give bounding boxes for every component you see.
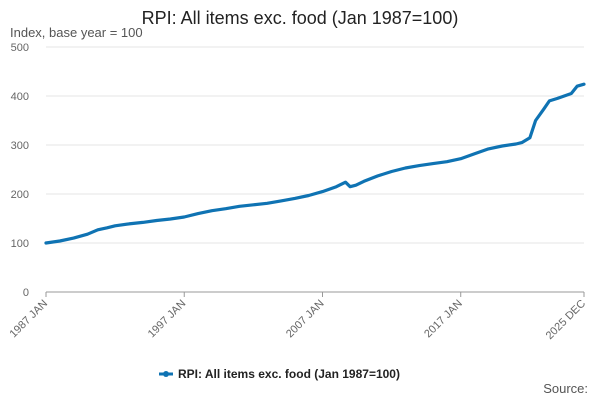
x-tick-label: 2007 JAN <box>284 298 327 341</box>
legend-label[interactable]: RPI: All items exc. food (Jan 1987=100) <box>178 367 400 381</box>
legend[interactable]: RPI: All items exc. food (Jan 1987=100) <box>159 367 400 381</box>
y-tick-label: 200 <box>11 189 29 201</box>
y-axis-label: Index, base year = 100 <box>10 25 143 40</box>
y-axis: 0 100 200 300 400 500 <box>11 42 29 299</box>
x-tick-label: 1987 JAN <box>7 298 50 341</box>
series-line <box>44 82 586 245</box>
x-tick-label: 1997 JAN <box>146 298 189 341</box>
chart-title: RPI: All items exc. food (Jan 1987=100) <box>142 8 459 28</box>
series-layer <box>44 82 586 245</box>
y-tick-label: 0 <box>23 287 29 299</box>
x-axis: 1987 JAN 1997 JAN 2007 JAN 2017 JAN 2025 DEC <box>7 291 588 342</box>
legend-marker <box>163 371 169 377</box>
y-tick-label: 400 <box>11 91 29 103</box>
y-tick-label: 500 <box>11 42 29 54</box>
x-tick-label: 2017 JAN <box>422 298 465 341</box>
x-tick-label: 2025 DEC <box>544 298 588 342</box>
source-label: Source: <box>543 381 588 396</box>
y-tick-label: 300 <box>11 140 29 152</box>
y-tick-label: 100 <box>11 238 29 250</box>
grid <box>46 46 584 244</box>
